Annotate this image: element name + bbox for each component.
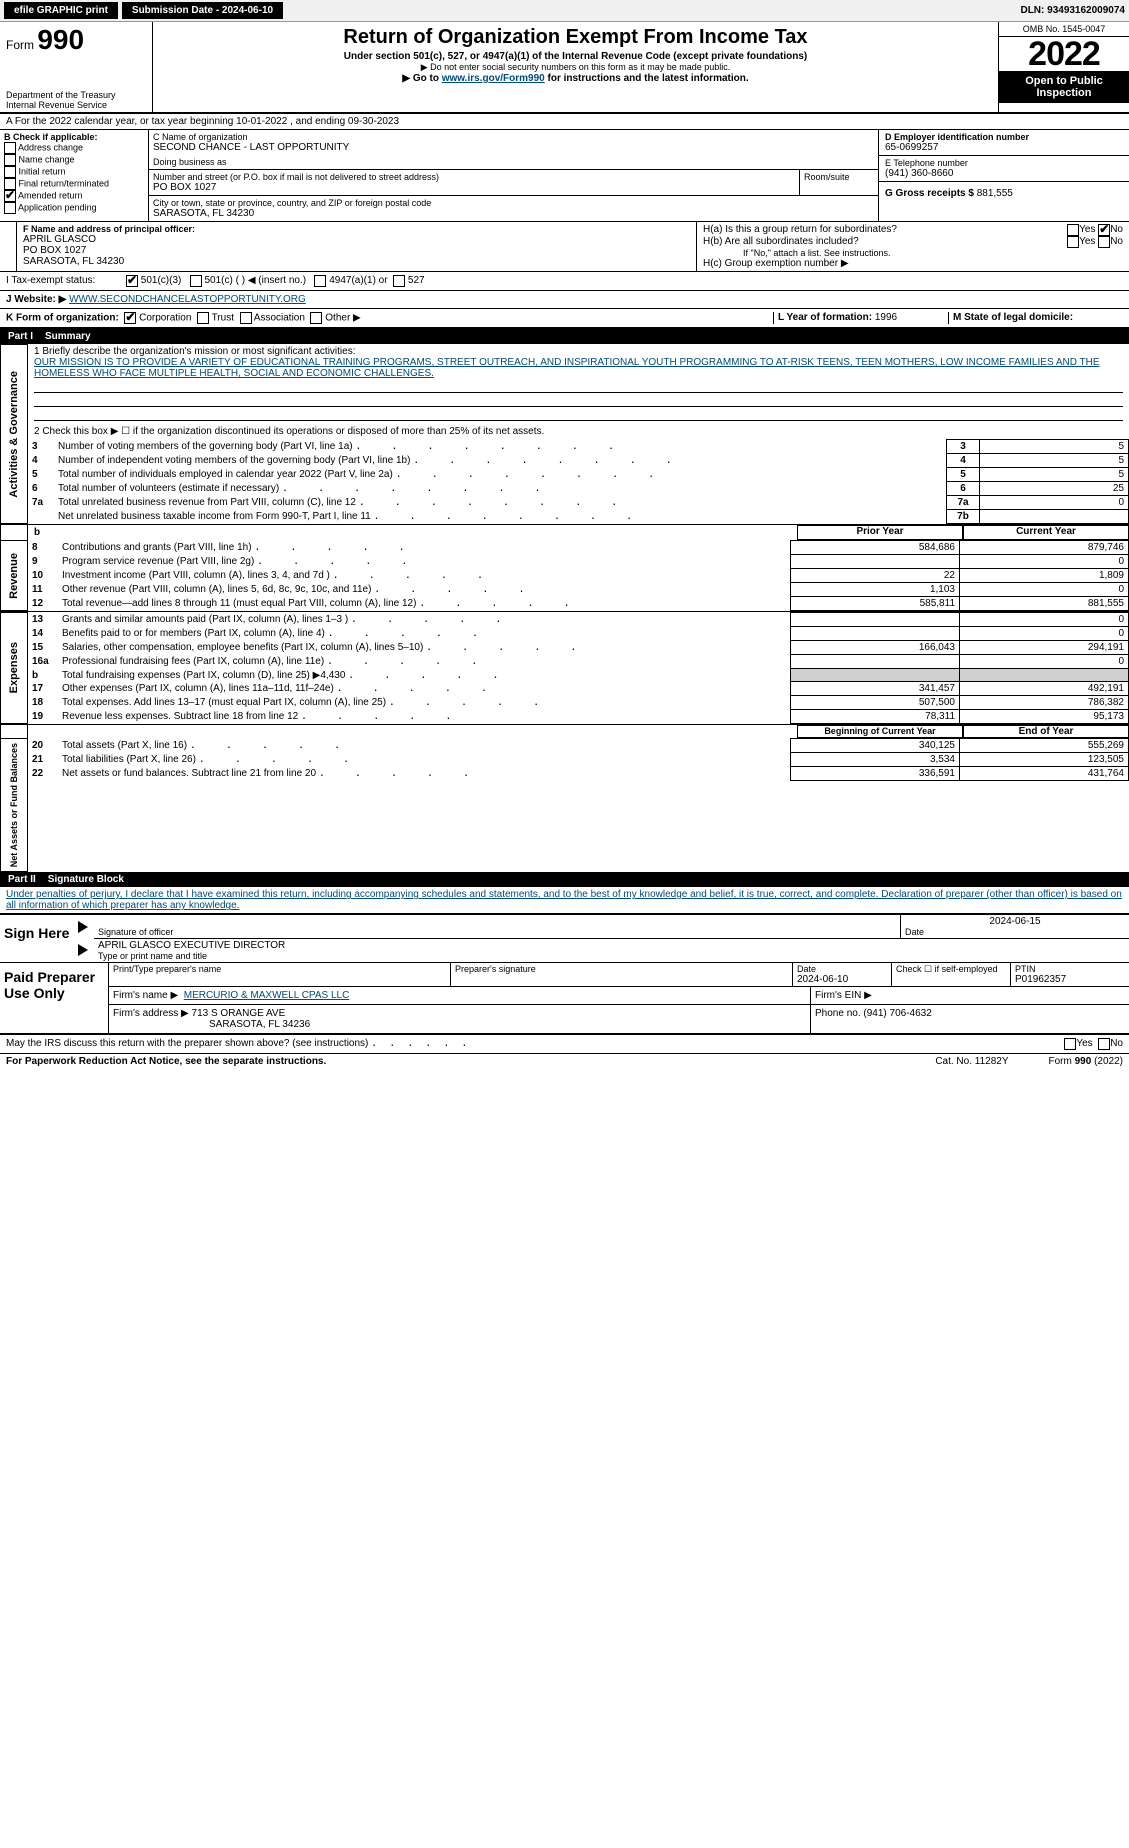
form-number: 990 (37, 24, 84, 55)
declaration-text[interactable]: Under penalties of perjury, I declare th… (6, 889, 1122, 911)
officer-name-title: APRIL GLASCO EXECUTIVE DIRECTOR (98, 940, 1125, 951)
table-row: 4Number of independent voting members of… (28, 454, 1129, 468)
table-row: 3Number of voting members of the governi… (28, 440, 1129, 454)
table-row: 13Grants and similar amounts paid (Part … (28, 613, 1129, 627)
table-row: 9Program service revenue (Part VIII, lin… (28, 555, 1129, 569)
box-c: C Name of organization SECOND CHANCE - L… (149, 130, 878, 221)
gross-receipts: 881,555 (977, 188, 1013, 199)
line-a-period: A For the 2022 calendar year, or tax yea… (0, 114, 1129, 130)
dept-label: Department of the Treasury (6, 90, 146, 100)
corp-checkbox[interactable] (124, 312, 136, 324)
box-j: J Website: ▶ WWW.SECONDCHANCELASTOPPORTU… (0, 291, 1129, 309)
tax-year: 2022 (999, 37, 1129, 71)
col-end: End of Year (963, 725, 1129, 738)
group-return-no-checkbox[interactable] (1098, 224, 1110, 236)
table-row: 18Total expenses. Add lines 13–17 (must … (28, 696, 1129, 710)
sign-date: 2024-06-15 (905, 916, 1125, 927)
table-row: 10Investment income (Part VIII, column (… (28, 569, 1129, 583)
footer: For Paperwork Reduction Act Notice, see … (0, 1054, 1129, 1069)
firm-name-link[interactable]: MERCURIO & MAXWELL CPAS LLC (184, 990, 350, 1001)
side-exp: Expenses (6, 638, 22, 697)
table-row: 21Total liabilities (Part X, line 26) . … (28, 753, 1129, 767)
table-row: 17Other expenses (Part IX, column (A), l… (28, 682, 1129, 696)
phone: (941) 360-8660 (885, 168, 1123, 179)
ein: 65-0699257 (885, 142, 1123, 153)
table-row: Net unrelated business taxable income fr… (28, 510, 1129, 524)
col-begin: Beginning of Current Year (797, 725, 963, 738)
year-formation: 1996 (875, 312, 897, 323)
table-row: 15Salaries, other compensation, employee… (28, 641, 1129, 655)
table-row: 12Total revenue—add lines 8 through 11 (… (28, 597, 1129, 611)
dln-label: DLN: 93493162009074 (1020, 5, 1125, 16)
box-f: F Name and address of principal officer:… (17, 222, 697, 271)
website-link[interactable]: WWW.SECONDCHANCELASTOPPORTUNITY.ORG (69, 294, 306, 305)
col-prior: Prior Year (797, 525, 963, 540)
side-ag: Activities & Governance (6, 367, 22, 502)
goto-post: for instructions and the latest informat… (548, 73, 749, 84)
table-row: 22Net assets or fund balances. Subtract … (28, 767, 1129, 781)
table-row: 7aTotal unrelated business revenue from … (28, 496, 1129, 510)
501c3-checkbox[interactable] (126, 275, 138, 287)
table-row: 16aProfessional fundraising fees (Part I… (28, 655, 1129, 669)
box-deg: D Employer identification number 65-0699… (878, 130, 1129, 221)
form-header: Form 990 Department of the Treasury Inte… (0, 22, 1129, 114)
city-address: SARASOTA, FL 34230 (153, 208, 874, 219)
box-klm: K Form of organization: Corporation Trus… (0, 309, 1129, 329)
part1-header: Part I Summary (0, 329, 1129, 344)
street-address: PO BOX 1027 (153, 182, 795, 193)
table-row: 14Benefits paid to or for members (Part … (28, 627, 1129, 641)
form-label: Form (6, 38, 34, 52)
table-row: 20Total assets (Part X, line 16) . . . .… (28, 739, 1129, 753)
table-row: 11Other revenue (Part VIII, column (A), … (28, 583, 1129, 597)
firm-phone: (941) 706-4632 (863, 1008, 931, 1019)
part2-header: Part II Signature Block (0, 872, 1129, 887)
table-row: 19Revenue less expenses. Subtract line 1… (28, 710, 1129, 724)
side-rev: Revenue (6, 549, 22, 603)
open-public-label: Open to Public Inspection (999, 71, 1129, 103)
box-i: I Tax-exempt status: 501(c)(3) 501(c) ( … (0, 272, 1129, 291)
box-h: H(a) Is this a group return for subordin… (697, 222, 1129, 271)
sig-arrow-icon (78, 921, 88, 933)
efile-print-button[interactable]: efile GRAPHIC print (4, 2, 118, 19)
mission-text[interactable]: OUR MISSION IS TO PROVIDE A VARIETY OF E… (34, 357, 1100, 379)
form-subtitle-2: ▶ Do not enter social security numbers o… (157, 62, 994, 73)
sig-arrow-icon (78, 944, 88, 956)
col-current: Current Year (963, 525, 1129, 540)
paid-preparer-label: Paid Preparer Use Only (0, 963, 109, 1033)
firm-addr2: SARASOTA, FL 34236 (113, 1019, 310, 1030)
top-bar: efile GRAPHIC print Submission Date - 20… (0, 0, 1129, 22)
box-b: B Check if applicable: Address change Na… (0, 130, 149, 221)
table-row: 8Contributions and grants (Part VIII, li… (28, 541, 1129, 555)
side-na: Net Assets or Fund Balances (7, 739, 21, 871)
amended-return-checkbox[interactable] (4, 190, 16, 202)
form-title: Return of Organization Exempt From Incom… (157, 26, 994, 49)
form-subtitle-1: Under section 501(c), 527, or 4947(a)(1)… (157, 51, 994, 62)
goto-pre: ▶ Go to (402, 73, 441, 84)
irs-label: Internal Revenue Service (6, 100, 146, 110)
submission-date-button[interactable]: Submission Date - 2024-06-10 (122, 2, 283, 19)
table-row: bTotal fundraising expenses (Part IX, co… (28, 669, 1129, 682)
ptin: P01962357 (1015, 974, 1125, 985)
sign-here-label: Sign Here (0, 915, 78, 962)
prep-date: 2024-06-10 (797, 974, 887, 985)
table-row: 6Total number of volunteers (estimate if… (28, 482, 1129, 496)
irs-link[interactable]: www.irs.gov/Form990 (442, 73, 545, 84)
org-name: SECOND CHANCE - LAST OPPORTUNITY (153, 142, 874, 153)
table-row: 5Total number of individuals employed in… (28, 468, 1129, 482)
firm-addr1: 713 S ORANGE AVE (192, 1008, 286, 1019)
